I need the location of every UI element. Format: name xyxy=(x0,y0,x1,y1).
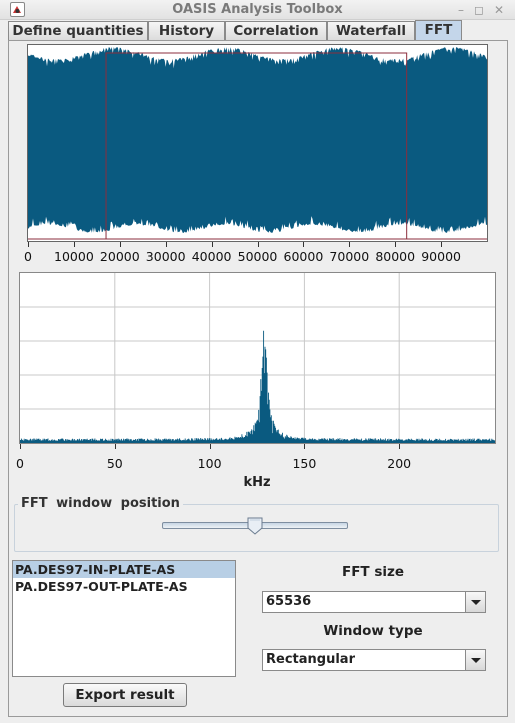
x-tick-label: 150 xyxy=(292,456,317,471)
x-tick xyxy=(209,444,211,449)
x-tick-label: 10000 xyxy=(54,249,94,264)
x-tick-label: 30000 xyxy=(145,249,186,264)
x-tick-label: 200 xyxy=(387,456,412,471)
x-tick xyxy=(349,242,351,247)
x-tick xyxy=(211,242,213,247)
x-tick xyxy=(257,242,259,247)
x-tick xyxy=(441,242,443,247)
x-tick xyxy=(303,242,305,247)
tab-fft[interactable]: FFT xyxy=(415,20,462,41)
x-tick-label: 40000 xyxy=(191,249,232,264)
signal-list[interactable]: PA.DES97-IN-PLATE-AS PA.DES97-OUT-PLATE-… xyxy=(12,560,236,677)
x-tick xyxy=(28,242,29,247)
x-tick xyxy=(395,242,397,247)
fft-window-group xyxy=(14,504,499,552)
export-result-button[interactable]: Export result xyxy=(63,683,187,707)
waveform-signal xyxy=(28,47,487,233)
tab-history[interactable]: History xyxy=(148,21,225,40)
x-tick xyxy=(114,444,116,449)
tab-correlation[interactable]: Correlation xyxy=(225,21,327,40)
fft-window-marker[interactable] xyxy=(105,52,408,240)
chevron-down-icon[interactable] xyxy=(465,650,485,670)
x-tick-label: 0 xyxy=(16,456,24,471)
x-tick-label: 50000 xyxy=(237,249,278,264)
window-type-label: Window type xyxy=(323,623,423,639)
fft-window-legend: FFT window position xyxy=(18,496,183,511)
app-icon xyxy=(10,2,25,17)
x-tick-label: 70000 xyxy=(329,249,370,264)
tab-define-quantities[interactable]: Define quantities xyxy=(8,21,148,40)
tab-waterfall[interactable]: Waterfall xyxy=(327,21,415,40)
fft-size-select[interactable]: 65536 xyxy=(262,591,486,613)
x-tick xyxy=(399,444,401,449)
x-tick xyxy=(119,242,121,247)
x-tick-label: 60000 xyxy=(283,249,324,264)
x-tick xyxy=(165,242,167,247)
tab-bar: Define quantities History Correlation Wa… xyxy=(8,20,508,41)
window-type-value: Rectangular xyxy=(266,652,355,667)
slider-thumb[interactable] xyxy=(247,517,263,539)
fft-size-value: 65536 xyxy=(266,594,312,609)
x-tick xyxy=(20,444,21,449)
window-title: OASIS Analysis Toolbox xyxy=(172,2,343,17)
window-type-select[interactable]: Rectangular xyxy=(262,649,486,671)
x-tick xyxy=(304,444,306,449)
x-tick-label: 0 xyxy=(24,249,32,264)
x-tick-label: 50 xyxy=(106,456,123,471)
x-tick-label: 20000 xyxy=(99,249,140,264)
minimize-icon[interactable]: – xyxy=(458,3,464,17)
maximize-icon[interactable]: ◻ xyxy=(474,3,484,17)
title-bar: OASIS Analysis Toolbox – ◻ ✕ xyxy=(0,0,515,20)
list-item[interactable]: PA.DES97-OUT-PLATE-AS xyxy=(15,579,188,594)
x-tick-label: 80000 xyxy=(375,249,416,264)
x-tick-label: 90000 xyxy=(421,249,461,264)
chevron-down-icon[interactable] xyxy=(465,592,485,612)
spectrum-x-label: kHz xyxy=(243,475,271,490)
x-tick xyxy=(73,242,75,247)
close-icon[interactable]: ✕ xyxy=(493,3,505,17)
list-item[interactable]: PA.DES97-IN-PLATE-AS xyxy=(13,561,235,578)
waveform-plot[interactable] xyxy=(27,44,488,242)
spectrum-series xyxy=(20,330,495,443)
fft-spectrum-plot xyxy=(19,272,496,444)
fft-size-label: FFT size xyxy=(341,564,405,580)
x-tick-label: 100 xyxy=(197,456,222,471)
